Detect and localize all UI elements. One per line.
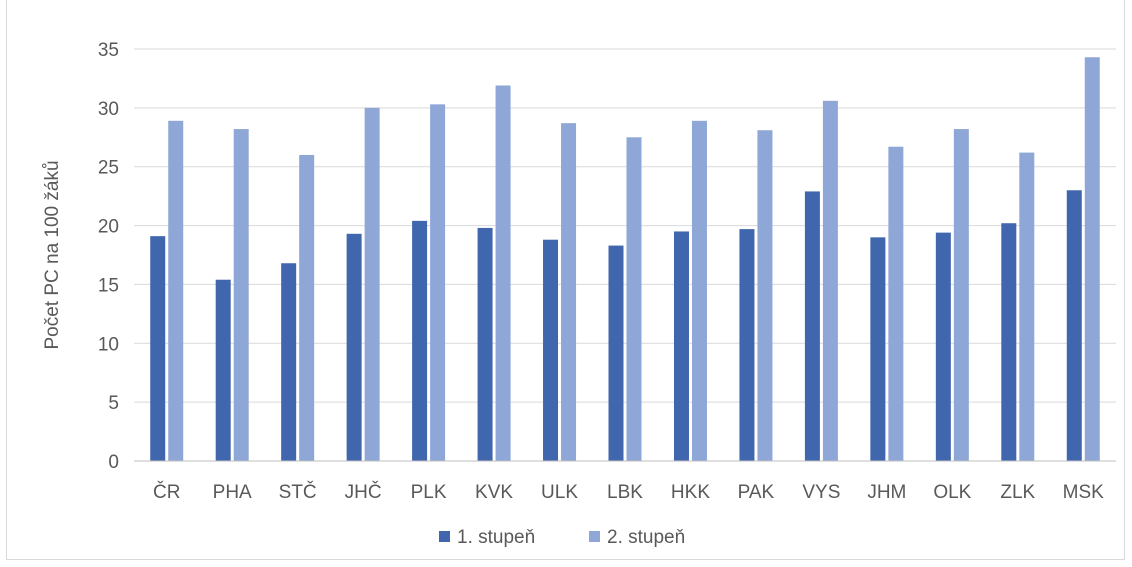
bar-stupen-2-6 — [561, 123, 577, 461]
bar-stupen-2-7 — [626, 137, 642, 462]
bar-stupen-2-0 — [168, 120, 184, 461]
x-tick-label: KVK — [475, 482, 513, 503]
bar-stupen-1-1 — [215, 279, 231, 461]
bar-stupen-1-8 — [673, 231, 689, 461]
bar-stupen-1-4 — [412, 220, 428, 461]
bar-stupen-2-2 — [299, 154, 315, 461]
x-tick-label: PLK — [411, 482, 447, 503]
bar-stupen-1-7 — [608, 245, 624, 461]
x-tick-label: OLK — [933, 482, 971, 503]
bar-stupen-2-5 — [495, 85, 511, 462]
bar-stupen-2-8 — [691, 120, 707, 461]
x-tick-label: VYS — [802, 482, 840, 503]
legend-swatch — [439, 531, 450, 542]
y-tick-label: 30 — [98, 99, 119, 120]
x-tick-label: LBK — [607, 482, 643, 503]
x-tick-label: PAK — [738, 482, 775, 503]
x-tick-label: PHA — [213, 482, 252, 503]
x-tick-label: JHM — [867, 482, 906, 503]
bar-stupen-2-9 — [757, 130, 773, 462]
x-tick-label: STČ — [279, 481, 317, 503]
x-tick-label: ZLK — [1000, 482, 1035, 503]
y-tick-label: 20 — [98, 217, 119, 238]
bar-stupen-1-3 — [346, 233, 362, 461]
x-axis-ticks: ČR PHA STČ JHČ PLK KVK ULK LBK HKK PAK VYS JHM OLK ZL… — [153, 481, 1104, 503]
x-tick-label: HKK — [671, 482, 710, 503]
legend-label: 2. stupeň — [607, 527, 685, 548]
y-tick-label: 5 — [108, 393, 119, 414]
bar-stupen-1-6 — [543, 239, 559, 461]
bar-stupen-1-12 — [935, 232, 951, 461]
x-tick-label: ULK — [541, 482, 578, 503]
bar-chart: 0 5 10 15 20 25 30 35 ČR PHA STČ JHČ PLK KVK ULK LBK HK… — [42, 40, 1116, 548]
bar-stupen-1-11 — [870, 237, 886, 461]
bar-stupen-2-10 — [822, 100, 838, 462]
y-tick-label: 15 — [98, 275, 119, 296]
bar-stupen-2-14 — [1084, 57, 1100, 462]
x-tick-label: JHČ — [345, 481, 382, 503]
x-tick-label: ČR — [153, 481, 180, 503]
y-tick-label: 0 — [108, 452, 119, 473]
y-axis-label: Počet PC na 100 žáků — [42, 160, 63, 349]
bar-stupen-2-12 — [953, 129, 969, 461]
bar-stupen-2-1 — [233, 129, 249, 461]
bars — [150, 57, 1100, 462]
bar-stupen-1-13 — [1001, 223, 1017, 461]
y-tick-label: 10 — [98, 334, 119, 355]
y-tick-label: 25 — [98, 158, 119, 179]
bar-stupen-2-4 — [430, 104, 446, 461]
bar-stupen-1-0 — [150, 236, 166, 461]
x-tick-label: MSK — [1063, 482, 1105, 503]
chart-frame: 0 5 10 15 20 25 30 35 ČR PHA STČ JHČ PLK KVK ULK LBK HK… — [6, 0, 1125, 560]
bar-stupen-2-11 — [888, 146, 904, 461]
bar-stupen-1-2 — [281, 263, 297, 461]
bar-stupen-1-9 — [739, 229, 755, 461]
bar-stupen-2-13 — [1019, 152, 1035, 462]
legend-swatch — [589, 531, 600, 542]
bar-stupen-1-14 — [1066, 190, 1082, 461]
legend-label: 1. stupeň — [457, 527, 535, 548]
bar-stupen-1-10 — [804, 191, 820, 462]
y-tick-label: 35 — [98, 40, 119, 61]
bar-stupen-1-5 — [477, 227, 493, 461]
bar-stupen-2-3 — [364, 107, 380, 461]
gridlines — [134, 48, 1116, 403]
y-axis-ticks: 0 5 10 15 20 25 30 35 — [98, 40, 119, 473]
legend: 1. stupeň 2. stupeň — [439, 527, 685, 548]
